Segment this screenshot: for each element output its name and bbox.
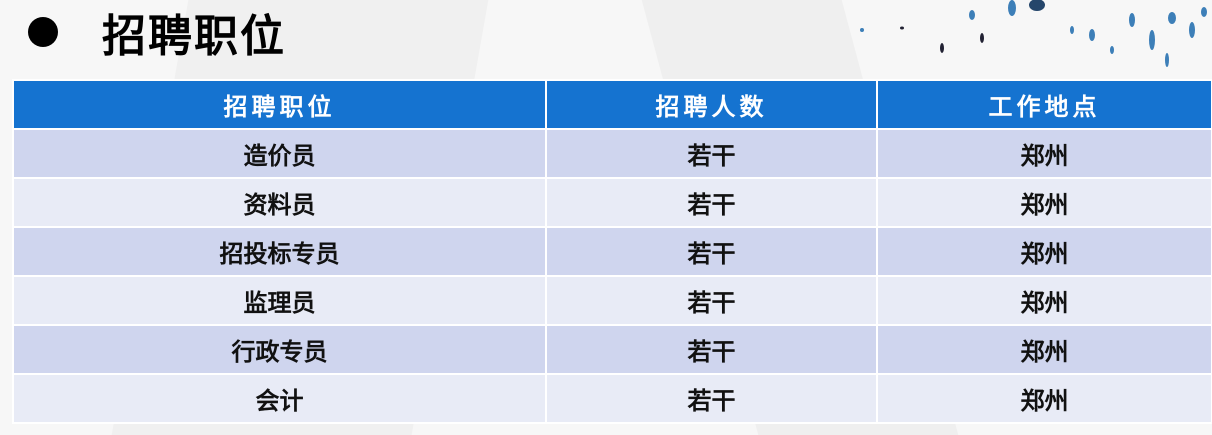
table-row: 会计 若干 郑州 [12, 373, 1212, 424]
table-header-row: 招聘职位 招聘人数 工作地点 [12, 79, 1212, 130]
position-cell: 招投标专员 [12, 226, 547, 277]
count-cell: 若干 [545, 128, 878, 179]
positions-table: 招聘职位 招聘人数 工作地点 造价员 若干 郑州 资料员 若干 郑州 招投标专员 若干 郑州 监理… [12, 79, 1212, 424]
table-row: 资料员 若干 郑州 [12, 177, 1212, 228]
location-cell: 郑州 [876, 324, 1212, 375]
position-cell: 资料员 [12, 177, 547, 228]
page-title-text: 招聘职位 [102, 11, 286, 62]
count-cell: 若干 [545, 177, 878, 228]
location-cell: 郑州 [876, 275, 1212, 326]
count-cell: 若干 [545, 373, 878, 424]
position-cell: 监理员 [12, 275, 547, 326]
header-location: 工作地点 [876, 79, 1212, 130]
splash-decoration-icon [860, 0, 1207, 67]
page-title: 招聘职位 [28, 2, 286, 62]
header-count: 招聘人数 [545, 79, 878, 130]
count-cell: 若干 [545, 226, 878, 277]
count-cell: 若干 [545, 275, 878, 326]
table-row: 招投标专员 若干 郑州 [12, 226, 1212, 277]
location-cell: 郑州 [876, 128, 1212, 179]
table-row: 监理员 若干 郑州 [12, 275, 1212, 326]
header-position: 招聘职位 [12, 79, 547, 130]
count-cell: 若干 [545, 324, 878, 375]
location-cell: 郑州 [876, 177, 1212, 228]
position-cell: 会计 [12, 373, 547, 424]
table-row: 行政专员 若干 郑州 [12, 324, 1212, 375]
bullet-icon [28, 17, 58, 47]
table-row: 造价员 若干 郑州 [12, 128, 1212, 179]
position-cell: 造价员 [12, 128, 547, 179]
location-cell: 郑州 [876, 226, 1212, 277]
location-cell: 郑州 [876, 373, 1212, 424]
position-cell: 行政专员 [12, 324, 547, 375]
